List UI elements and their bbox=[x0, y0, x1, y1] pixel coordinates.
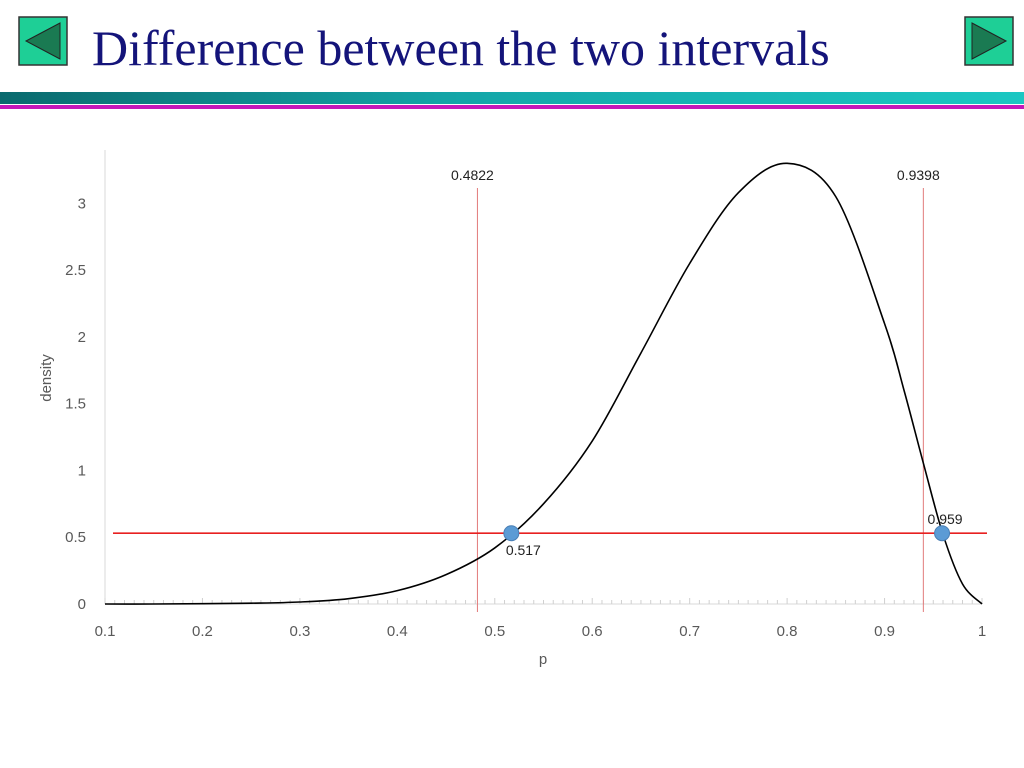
title-rule-magenta bbox=[0, 105, 1024, 109]
intersection-point bbox=[934, 525, 951, 542]
x-tick-label: 0.4 bbox=[387, 623, 408, 640]
y-tick-label: 3 bbox=[78, 195, 86, 212]
x-tick-label: 0.9 bbox=[874, 623, 895, 640]
x-tick-label: 0.2 bbox=[192, 623, 213, 640]
y-tick-label: 0.5 bbox=[65, 529, 86, 546]
intersection-point bbox=[503, 525, 520, 542]
previous-slide-button[interactable] bbox=[18, 16, 68, 66]
density-curve bbox=[104, 162, 983, 605]
x-tick-label: 0.6 bbox=[582, 623, 603, 640]
y-tick-label: 1.5 bbox=[65, 396, 86, 413]
vline-label: 0.4822 bbox=[451, 167, 494, 183]
x-axis-label: p bbox=[539, 651, 547, 668]
y-tick-label: 2 bbox=[78, 329, 86, 346]
y-axis-label: density bbox=[38, 354, 55, 402]
y-tick-label: 0 bbox=[78, 596, 86, 613]
x-tick-label: 0.1 bbox=[95, 623, 116, 640]
triangle-left-icon bbox=[18, 16, 68, 66]
triangle-right-icon bbox=[964, 16, 1014, 66]
y-tick-label: 1 bbox=[78, 462, 86, 479]
vline-label: 0.9398 bbox=[897, 167, 940, 183]
x-tick-label: 0.8 bbox=[777, 623, 798, 640]
x-tick-label: 0.3 bbox=[289, 623, 310, 640]
x-tick-label: 0.7 bbox=[679, 623, 700, 640]
point-label: 0.517 bbox=[506, 542, 541, 558]
y-tick-label: 2.5 bbox=[65, 262, 86, 279]
point-label: 0.959 bbox=[928, 511, 963, 527]
x-tick-label: 1 bbox=[978, 623, 986, 640]
x-tick-label: 0.5 bbox=[484, 623, 505, 640]
slide-title: Difference between the two intervals bbox=[92, 20, 830, 76]
title-rule bbox=[0, 92, 1024, 104]
next-slide-button[interactable] bbox=[964, 16, 1014, 66]
